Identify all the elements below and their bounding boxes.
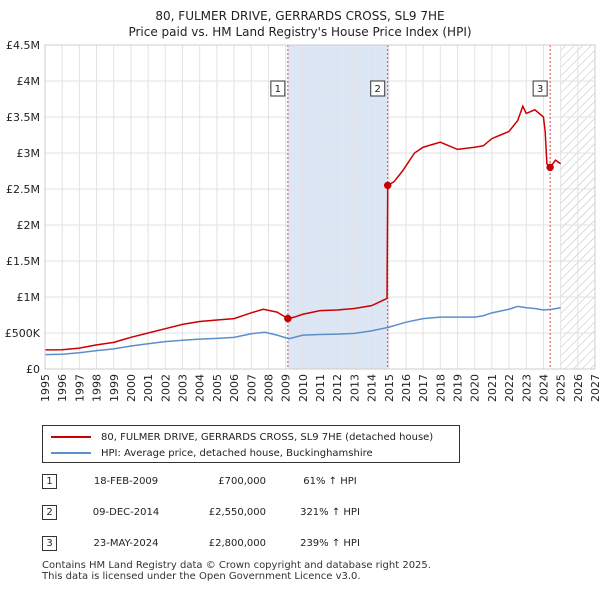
sale-number-box (532, 80, 548, 97)
transaction-number: 1 (42, 474, 57, 489)
sale-number-label: 2 (375, 84, 381, 95)
x-tick-label: 2015 (383, 374, 396, 402)
x-tick-label: 2020 (469, 374, 482, 402)
sale-point (546, 163, 554, 172)
y-tick-label: £3.5M (6, 111, 40, 124)
x-tick-label: 2007 (245, 374, 258, 402)
x-tick-label: 1998 (91, 374, 104, 402)
x-tick-label: 2016 (400, 374, 413, 402)
footer-line-1: Contains HM Land Registry data © Crown c… (42, 560, 431, 571)
y-tick-label: £1M (17, 291, 41, 304)
x-tick-label: 2025 (555, 374, 568, 402)
x-tick-label: 2005 (211, 374, 224, 402)
x-tick-label: 2000 (125, 374, 138, 402)
table-row: 3 23-MAY-2024 £2,800,000 239% ↑ HPI (42, 536, 462, 554)
legend-item-property: 80, FULMER DRIVE, GERRARDS CROSS, SL9 7H… (51, 430, 433, 444)
transaction-price: £700,000 (218, 476, 266, 487)
price-chart: 1 2 3 £0 £500K £1M £1.5M £2M £2.5M £3M £3.5M £4M £4.… (5, 39, 600, 402)
y-tick-label: £2.5M (6, 183, 40, 196)
x-tick-label: 2006 (228, 374, 241, 402)
hpi-series-line (45, 305, 561, 356)
transaction-hpi: 321% ↑ HPI (300, 507, 360, 518)
x-tick-label: 2026 (572, 374, 585, 402)
x-tick-label: 2024 (537, 374, 550, 402)
x-tick-label: 2023 (520, 374, 533, 402)
x-tick-label: 2011 (314, 374, 327, 402)
y-tick-label: £4M (17, 75, 41, 88)
y-tick-label: £500K (5, 327, 41, 340)
chart-title: 80, FULMER DRIVE, GERRARDS CROSS, SL9 7H… (0, 8, 600, 40)
x-tick-label: 2001 (142, 374, 155, 402)
sale-point (383, 181, 392, 190)
legend-label-hpi: HPI: Average price, detached house, Buck… (101, 447, 373, 459)
sale-number-box (270, 80, 286, 97)
x-tick-label: 1997 (73, 374, 86, 402)
x-tick-label: 2004 (194, 374, 207, 402)
transaction-date: 09-DEC-2014 (92, 507, 160, 518)
transaction-price: £2,550,000 (208, 507, 266, 518)
legend-item-hpi: HPI: Average price, detached house, Buck… (51, 446, 373, 460)
x-tick-label: 1995 (39, 374, 52, 402)
chart-legend: 80, FULMER DRIVE, GERRARDS CROSS, SL9 7H… (42, 425, 460, 463)
footer-line-2: This data is licensed under the Open Gov… (42, 571, 361, 582)
transaction-number: 2 (42, 505, 57, 520)
title-line-1: 80, FULMER DRIVE, GERRARDS CROSS, SL9 7H… (155, 9, 445, 23)
x-tick-label: 2010 (297, 374, 310, 402)
x-tick-label: 2002 (159, 374, 172, 402)
plot-frame (44, 44, 596, 370)
sale-number-box (370, 80, 386, 97)
title-line-2: Price paid vs. HM Land Registry's House … (128, 25, 472, 39)
sale-number-label: 3 (537, 84, 543, 95)
transaction-price: £2,800,000 (208, 538, 266, 549)
x-tick-label: 1996 (56, 374, 69, 402)
y-tick-label: £1.5M (6, 255, 40, 268)
table-row: 2 09-DEC-2014 £2,550,000 321% ↑ HPI (42, 505, 462, 523)
x-tick-label: 2008 (262, 374, 275, 402)
transaction-hpi: 239% ↑ HPI (300, 538, 360, 549)
x-tick-label: 2012 (331, 374, 344, 402)
table-row: 1 18-FEB-2009 £700,000 61% ↑ HPI (42, 474, 462, 492)
transaction-hpi: 61% ↑ HPI (303, 476, 357, 487)
legend-swatch-hpi (51, 452, 91, 454)
x-tick-label: 2009 (280, 374, 293, 402)
x-tick-label: 2018 (434, 374, 447, 402)
x-tick-label: 2003 (177, 374, 190, 402)
sale-number-label: 1 (275, 84, 281, 95)
footer-attribution: Contains HM Land Registry data © Crown c… (42, 560, 431, 582)
legend-swatch-property (51, 436, 91, 438)
y-tick-label: £0 (26, 363, 40, 376)
legend-label-property: 80, FULMER DRIVE, GERRARDS CROSS, SL9 7H… (101, 431, 434, 443)
y-tick-label: £3M (17, 147, 41, 160)
x-tick-label: 2017 (417, 374, 430, 402)
x-tick-label: 2014 (366, 374, 379, 402)
x-tick-label: 2022 (503, 374, 516, 402)
property-series-line (45, 104, 562, 351)
x-tick-label: 2013 (348, 374, 361, 402)
x-tick-label: 2027 (589, 374, 600, 402)
y-tick-label: £2M (17, 219, 41, 232)
transaction-date: 18-FEB-2009 (93, 476, 159, 487)
transaction-number: 3 (42, 536, 57, 551)
x-tick-label: 2019 (452, 374, 465, 402)
x-tick-label: 2021 (486, 374, 499, 402)
sale-point (284, 314, 292, 323)
y-tick-label: £4.5M (6, 39, 40, 52)
transaction-date: 23-MAY-2024 (93, 538, 159, 549)
x-tick-label: 1999 (108, 374, 121, 402)
